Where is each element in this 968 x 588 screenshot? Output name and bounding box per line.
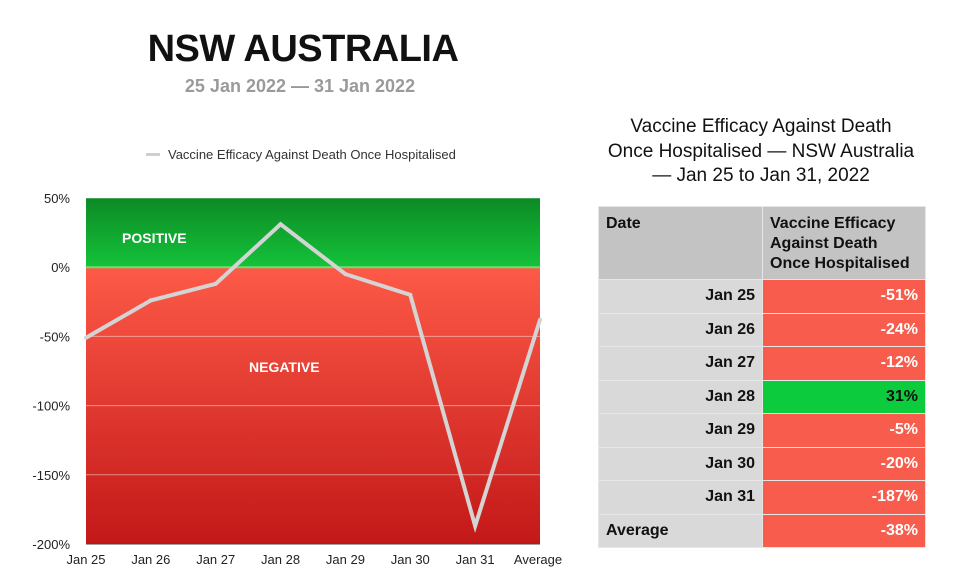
x-tick-label: Jan 29 — [326, 552, 365, 567]
table-title-line: Vaccine Efficacy Against Death — [630, 116, 892, 137]
y-tick-label: -150% — [32, 468, 70, 483]
date-cell: Jan 29 — [598, 413, 763, 448]
table-row: Jan 25 -51% — [598, 279, 926, 314]
date-cell: Jan 27 — [598, 346, 763, 381]
page-title: NSW AUSTRALIA — [147, 28, 459, 70]
date-column-header: Date — [598, 206, 763, 280]
x-tick-label: Jan 27 — [196, 552, 235, 567]
data-point — [343, 272, 348, 277]
table-row: Jan 28 31% — [598, 379, 926, 414]
efficacy-value-cell: -51% — [762, 279, 926, 314]
efficacy-column-header: Vaccine Efficacy Against Death Once Hosp… — [762, 206, 926, 280]
data-point — [278, 222, 283, 227]
x-tick-label: Jan 25 — [66, 552, 105, 567]
x-tick-label: Average — [514, 552, 562, 567]
efficacy-value-cell: 31% — [762, 379, 926, 414]
data-point — [213, 281, 218, 286]
date-cell: Jan 31 — [598, 480, 763, 515]
y-tick-label: -50% — [40, 329, 71, 344]
negative-region-label: NEGATIVE — [249, 359, 320, 375]
efficacy-value-cell: -12% — [762, 346, 926, 381]
efficacy-value-cell: -5% — [762, 413, 926, 448]
table-row: Jan 30 -20% — [598, 446, 926, 481]
efficacy-value-cell: -187% — [762, 480, 926, 515]
table-row: Jan 31 -187% — [598, 480, 926, 515]
average-row: Average -38% — [598, 513, 926, 548]
efficacy-value-cell: -20% — [762, 446, 926, 481]
date-cell: Jan 28 — [598, 379, 763, 414]
efficacy-series-line — [85, 221, 542, 534]
data-point — [408, 292, 413, 297]
negative-region — [86, 267, 540, 544]
data-point — [538, 317, 542, 322]
y-tick-label: 50% — [44, 191, 70, 206]
y-tick-label: 0% — [51, 260, 70, 275]
data-point — [148, 298, 153, 303]
legend-label: Vaccine Efficacy Against Death Once Hosp… — [168, 147, 456, 162]
efficacy-value-cell: -24% — [762, 312, 926, 347]
positive-region — [86, 198, 540, 268]
x-tick-label: Jan 30 — [391, 552, 430, 567]
average-label-cell: Average — [598, 513, 763, 548]
date-cell: Jan 30 — [598, 446, 763, 481]
table-header-row: Date Vaccine Efficacy Against Death Once… — [598, 206, 926, 280]
legend-swatch — [146, 153, 160, 156]
table-title-line: — Jan 25 to Jan 31, 2022 — [652, 165, 870, 186]
y-tick-label: -200% — [32, 537, 70, 552]
table-row: Jan 26 -24% — [598, 312, 926, 347]
data-point — [473, 524, 478, 529]
date-cell: Jan 26 — [598, 312, 763, 347]
date-cell: Jan 25 — [598, 279, 763, 314]
table-row: Jan 27 -12% — [598, 346, 926, 381]
chart-legend: Vaccine Efficacy Against Death Once Hosp… — [146, 147, 456, 162]
x-tick-label: Jan 26 — [131, 552, 170, 567]
x-tick-label: Jan 31 — [456, 552, 495, 567]
y-tick-label: -100% — [32, 399, 70, 414]
table-title: Vaccine Efficacy Against Death Once Hosp… — [586, 115, 936, 189]
average-value-cell: -38% — [762, 513, 926, 548]
positive-region-label: POSITIVE — [122, 230, 187, 246]
table-title-line: Once Hospitalised — NSW Australia — [607, 140, 915, 162]
efficacy-table: Date Vaccine Efficacy Against Death Once… — [598, 206, 926, 548]
date-range-subtitle: 25 Jan 2022 — 31 Jan 2022 — [184, 76, 416, 96]
x-tick-label: Jan 28 — [261, 552, 300, 567]
table-row: Jan 29 -5% — [598, 413, 926, 448]
data-point — [84, 335, 88, 340]
